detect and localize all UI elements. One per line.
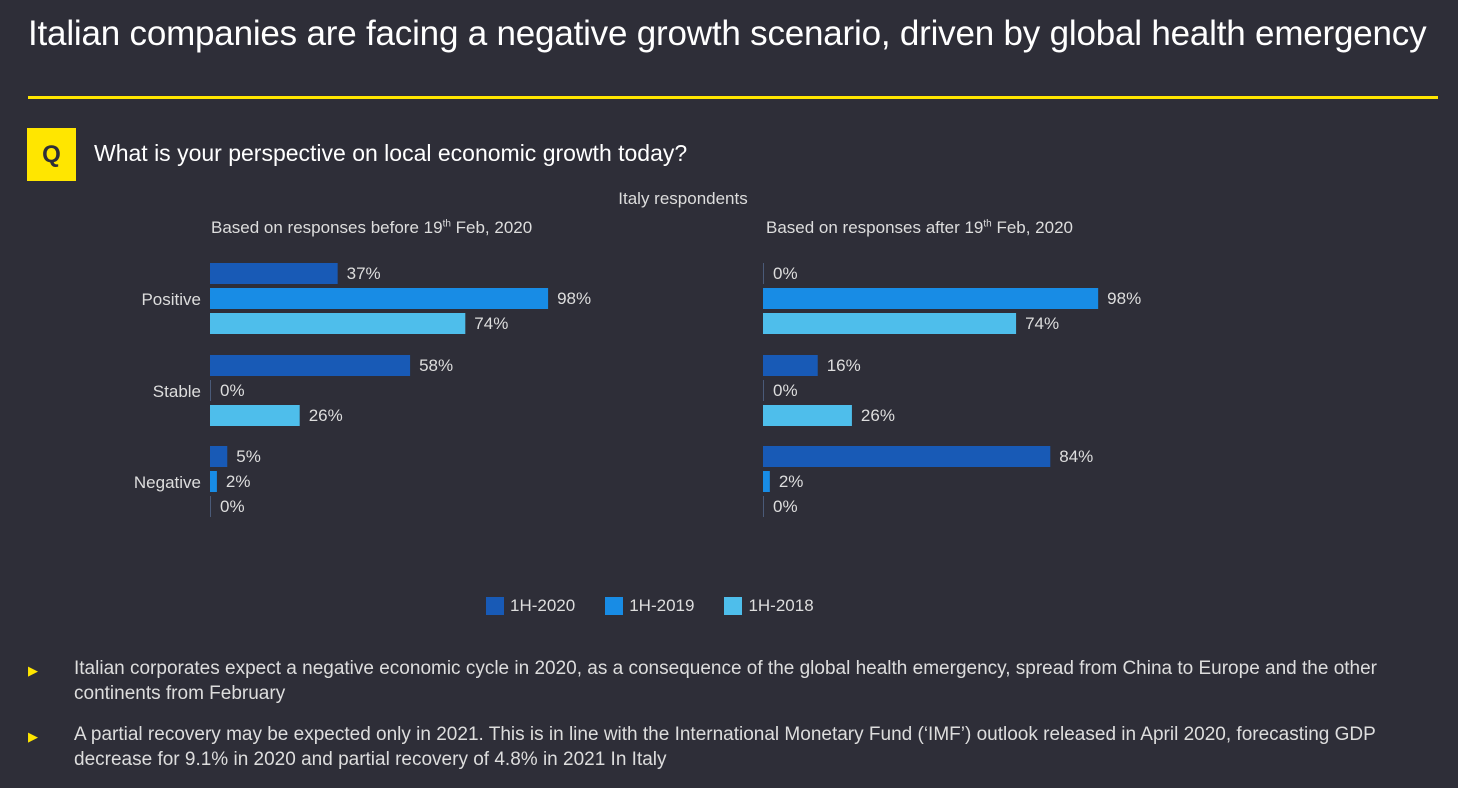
data-label: 16% (827, 356, 861, 375)
bullet-text: A partial recovery may be expected only … (74, 724, 1376, 770)
data-label: 5% (236, 447, 261, 466)
data-label: 74% (1025, 314, 1059, 333)
bar-positive-1h-2018 (210, 313, 466, 334)
bar-negative-1h-2019 (210, 471, 217, 492)
bar-positive-1h-2019 (763, 288, 1099, 309)
bar-negative-1h-2019 (763, 471, 770, 492)
bar-stable-1h-2018 (763, 405, 852, 426)
bar-negative-1h-2018 (210, 496, 211, 517)
legend-label: 1H-2020 (510, 596, 576, 615)
page-title: Italian companies are facing a negative … (28, 14, 1427, 53)
bar-stable-1h-2020 (763, 355, 818, 376)
right-panel-title: Based on responses after 19th Feb, 2020 (766, 218, 1073, 238)
triangle-bullet-icon: ▶ (28, 663, 38, 678)
right-panel-title-main: Based on responses after 19 (766, 218, 984, 237)
bar-positive-1h-2019 (210, 288, 549, 309)
triangle-bullet-icon: ▶ (28, 729, 38, 744)
question-badge: Q (27, 128, 76, 181)
left-panel-title-sup: th (442, 218, 451, 230)
data-label: 2% (779, 472, 804, 491)
bar-positive-1h-2020 (210, 263, 338, 284)
legend-label: 1H-2018 (748, 596, 814, 615)
category-label-stable: Stable (153, 382, 201, 401)
category-label-negative: Negative (134, 473, 201, 492)
bar-stable-1h-2020 (210, 355, 411, 376)
question-text: What is your perspective on local econom… (94, 140, 688, 166)
data-label: 98% (557, 289, 591, 308)
bar-negative-1h-2020 (210, 446, 228, 467)
data-label: 0% (220, 381, 245, 400)
left-panel-title-main: Based on responses before 19 (211, 218, 443, 237)
category-label-positive: Positive (141, 290, 201, 309)
right-panel-title-sup: th (983, 218, 992, 230)
bar-positive-1h-2018 (763, 313, 1017, 334)
chart-supertitle: Italy respondents (618, 189, 748, 208)
data-label: 74% (474, 314, 508, 333)
bullet-item: ▶ A partial recovery may be expected only… (28, 722, 1428, 772)
data-label: 0% (220, 497, 245, 516)
data-label: 26% (309, 406, 343, 425)
left-panel-title: Based on responses before 19th Feb, 2020 (211, 218, 532, 238)
data-label: 0% (773, 264, 798, 283)
bullet-list: ▶ Italian corporates expect a negative ec… (28, 656, 1428, 788)
legend-item-1h-2018: 1H-2018 (724, 596, 814, 616)
data-label: 0% (773, 497, 798, 516)
bar-negative-1h-2018 (763, 496, 764, 517)
bullet-item: ▶ Italian corporates expect a negative ec… (28, 656, 1428, 706)
legend-swatch (724, 597, 743, 615)
legend: 1H-2020 1H-2019 1H-2018 (486, 596, 814, 616)
legend-swatch (605, 597, 624, 615)
data-label: 98% (1107, 289, 1141, 308)
bar-stable-1h-2018 (210, 405, 300, 426)
data-label: 58% (419, 356, 453, 375)
data-label: 84% (1059, 447, 1093, 466)
title-underline (28, 96, 1438, 99)
data-label: 26% (861, 406, 895, 425)
left-panel-title-tail: Feb, 2020 (450, 218, 533, 237)
legend-item-1h-2019: 1H-2019 (605, 596, 694, 616)
legend-item-1h-2020: 1H-2020 (486, 596, 575, 616)
bar-negative-1h-2020 (763, 446, 1051, 467)
bar-positive-1h-2020 (763, 263, 764, 284)
data-label: 0% (773, 381, 798, 400)
data-label: 2% (226, 472, 251, 491)
legend-swatch (486, 597, 504, 615)
right-panel-title-tail: Feb, 2020 (991, 218, 1073, 237)
legend-label: 1H-2019 (629, 596, 695, 615)
bar-stable-1h-2019 (210, 380, 211, 401)
bar-stable-1h-2019 (763, 380, 764, 401)
bullet-text: Italian corporates expect a negative eco… (74, 658, 1378, 704)
data-label: 37% (347, 264, 381, 283)
